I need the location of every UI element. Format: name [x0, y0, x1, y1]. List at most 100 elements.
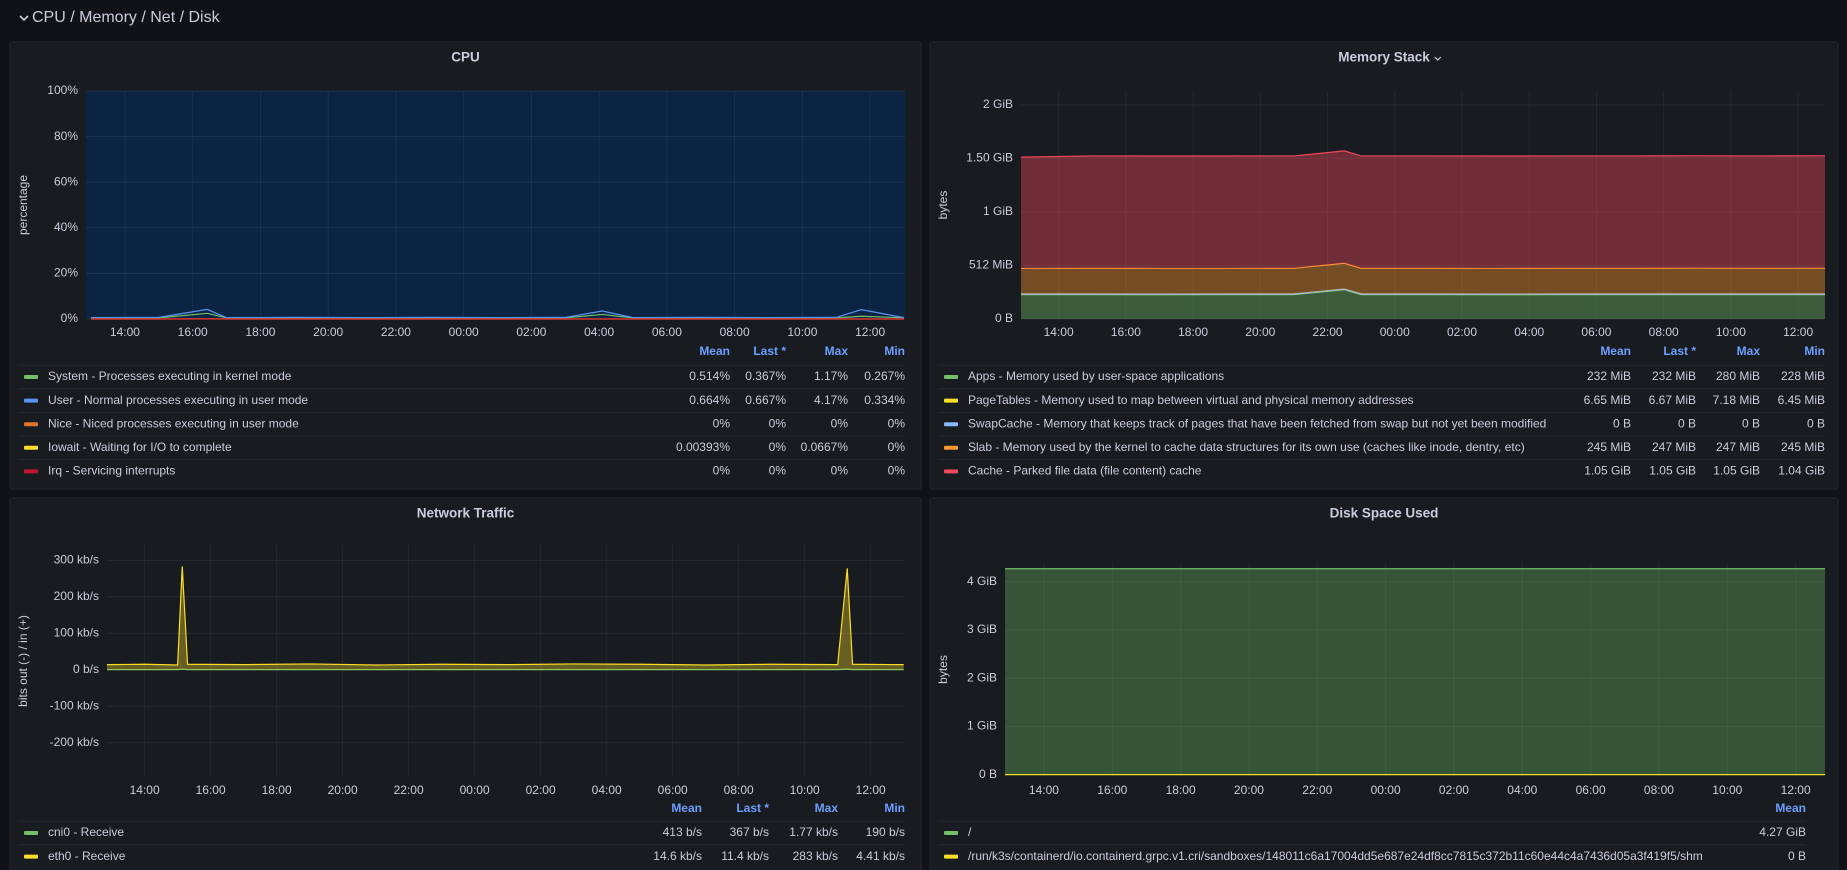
- legend-value: 14.6 kb/s: [653, 849, 702, 863]
- legend-column-header[interactable]: Min: [884, 801, 905, 815]
- x-tick-label: 20:00: [313, 325, 343, 339]
- x-tick-label: 08:00: [720, 325, 750, 339]
- legend-value: 0.664%: [689, 393, 730, 407]
- legend-value: 4.27 GiB: [1759, 825, 1806, 839]
- x-tick-label: 04:00: [584, 325, 614, 339]
- y-tick-label: 100 kb/s: [54, 625, 99, 639]
- x-tick-label: 18:00: [1178, 325, 1208, 339]
- legend-value: 0%: [713, 464, 731, 478]
- series-line: [107, 668, 904, 671]
- x-tick-label: 12:00: [1781, 783, 1811, 797]
- panel-menu-icon[interactable]: [1434, 56, 1442, 61]
- legend-value: 0.667%: [745, 393, 786, 407]
- legend-label[interactable]: System - Processes executing in kernel m…: [48, 369, 292, 383]
- legend-value: 0 B: [1678, 416, 1696, 430]
- legend-value: 280 MiB: [1716, 369, 1760, 383]
- x-tick-label: 16:00: [1097, 783, 1127, 797]
- legend-label[interactable]: Nice - Niced processes executing in user…: [48, 416, 299, 430]
- legend-label[interactable]: Slab - Memory used by the kernel to cach…: [968, 440, 1525, 454]
- legend-label[interactable]: PageTables - Memory used to map between …: [968, 393, 1414, 407]
- panel-title: Memory Stack: [1338, 50, 1430, 65]
- legend-swatch: [944, 422, 958, 427]
- x-tick-label: 18:00: [1166, 783, 1196, 797]
- x-tick-label: 20:00: [1234, 783, 1264, 797]
- legend-column-header[interactable]: Max: [825, 344, 849, 358]
- y-tick-label: 2 GiB: [983, 97, 1013, 111]
- y-tick-label: 40%: [54, 220, 78, 234]
- x-tick-label: 12:00: [1783, 325, 1813, 339]
- legend-value: 0%: [713, 416, 731, 430]
- x-tick-label: 04:00: [1514, 325, 1544, 339]
- x-tick-label: 02:00: [526, 783, 556, 797]
- x-tick-label: 12:00: [856, 783, 886, 797]
- legend-value: 247 MiB: [1652, 440, 1696, 454]
- legend-value: 0.334%: [864, 393, 905, 407]
- legend-value: 0.0667%: [801, 440, 849, 454]
- legend-swatch: [24, 445, 38, 450]
- y-tick-label: 1 GiB: [983, 204, 1013, 218]
- legend-label[interactable]: Irq - Servicing interrupts: [48, 464, 175, 478]
- legend-swatch: [944, 854, 958, 859]
- plot-background: [86, 91, 905, 319]
- x-tick-label: 22:00: [1313, 325, 1343, 339]
- x-tick-label: 10:00: [787, 325, 817, 339]
- x-tick-label: 04:00: [592, 783, 622, 797]
- series-line: [1021, 288, 1825, 295]
- legend-label[interactable]: Apps - Memory used by user-space applica…: [968, 369, 1224, 383]
- legend-value: 0%: [769, 440, 787, 454]
- legend-value: 1.77 kb/s: [789, 825, 838, 839]
- legend-column-header[interactable]: Mean: [699, 344, 730, 358]
- legend-column-header[interactable]: Min: [884, 344, 905, 358]
- legend-label[interactable]: eth0 - Receive: [48, 849, 126, 863]
- legend-column-header[interactable]: Mean: [1775, 801, 1806, 815]
- legend-value: 6.45 MiB: [1778, 393, 1825, 407]
- legend-value: 190 b/s: [866, 825, 905, 839]
- x-tick-label: 02:00: [1447, 325, 1477, 339]
- legend-value: 0 B: [1788, 849, 1806, 863]
- x-tick-label: 00:00: [1380, 325, 1410, 339]
- x-tick-label: 00:00: [449, 325, 479, 339]
- y-tick-label: 0%: [61, 311, 79, 325]
- x-tick-label: 18:00: [262, 783, 292, 797]
- legend-label[interactable]: /: [968, 825, 972, 839]
- legend-value: 4.41 kb/s: [856, 849, 905, 863]
- legend-value: 228 MiB: [1781, 369, 1825, 383]
- x-tick-label: 20:00: [1245, 325, 1275, 339]
- legend-label[interactable]: Iowait - Waiting for I/O to complete: [48, 440, 232, 454]
- row-title[interactable]: CPU / Memory / Net / Disk: [32, 9, 221, 26]
- legend-column-header[interactable]: Mean: [671, 801, 702, 815]
- x-tick-label: 12:00: [855, 325, 885, 339]
- collapse-icon[interactable]: [19, 15, 29, 22]
- x-tick-label: 10:00: [790, 783, 820, 797]
- y-tick-label: 20%: [54, 266, 78, 280]
- legend-value: 0%: [888, 464, 906, 478]
- legend-column-header[interactable]: Mean: [1600, 344, 1631, 358]
- x-tick-label: 00:00: [460, 783, 490, 797]
- x-tick-label: 08:00: [724, 783, 754, 797]
- series-line: [1020, 150, 1826, 158]
- legend-swatch: [24, 422, 38, 427]
- y-tick-label: 0 B: [979, 767, 997, 781]
- legend-column-header[interactable]: Last *: [1663, 344, 1696, 358]
- legend-column-header[interactable]: Max: [815, 801, 839, 815]
- legend-swatch: [24, 375, 38, 379]
- y-tick-label: -100 kb/s: [50, 698, 99, 712]
- y-tick-label: 1 GiB: [967, 719, 997, 733]
- x-tick-label: 14:00: [1029, 783, 1059, 797]
- panel-title: CPU: [451, 50, 480, 65]
- legend-column-header[interactable]: Max: [1737, 344, 1761, 358]
- legend-label[interactable]: /run/k3s/containerd/io.containerd.grpc.v…: [968, 849, 1703, 863]
- legend-column-header[interactable]: Last *: [753, 344, 786, 358]
- y-tick-label: -200 kb/s: [50, 735, 99, 749]
- legend-label[interactable]: User - Normal processes executing in use…: [48, 393, 308, 407]
- legend-label[interactable]: Cache - Parked file data (file content) …: [968, 464, 1202, 478]
- legend-column-header[interactable]: Min: [1804, 344, 1825, 358]
- legend-label[interactable]: cni0 - Receive: [48, 825, 124, 839]
- y-tick-label: 4 GiB: [967, 574, 997, 588]
- legend-label[interactable]: SwapCache - Memory that keeps track of p…: [968, 416, 1546, 430]
- y-tick-label: 100%: [47, 83, 78, 97]
- legend-value: 6.65 MiB: [1584, 393, 1631, 407]
- x-tick-label: 22:00: [394, 783, 424, 797]
- legend-value: 0.00393%: [676, 440, 730, 454]
- legend-column-header[interactable]: Last *: [736, 801, 769, 815]
